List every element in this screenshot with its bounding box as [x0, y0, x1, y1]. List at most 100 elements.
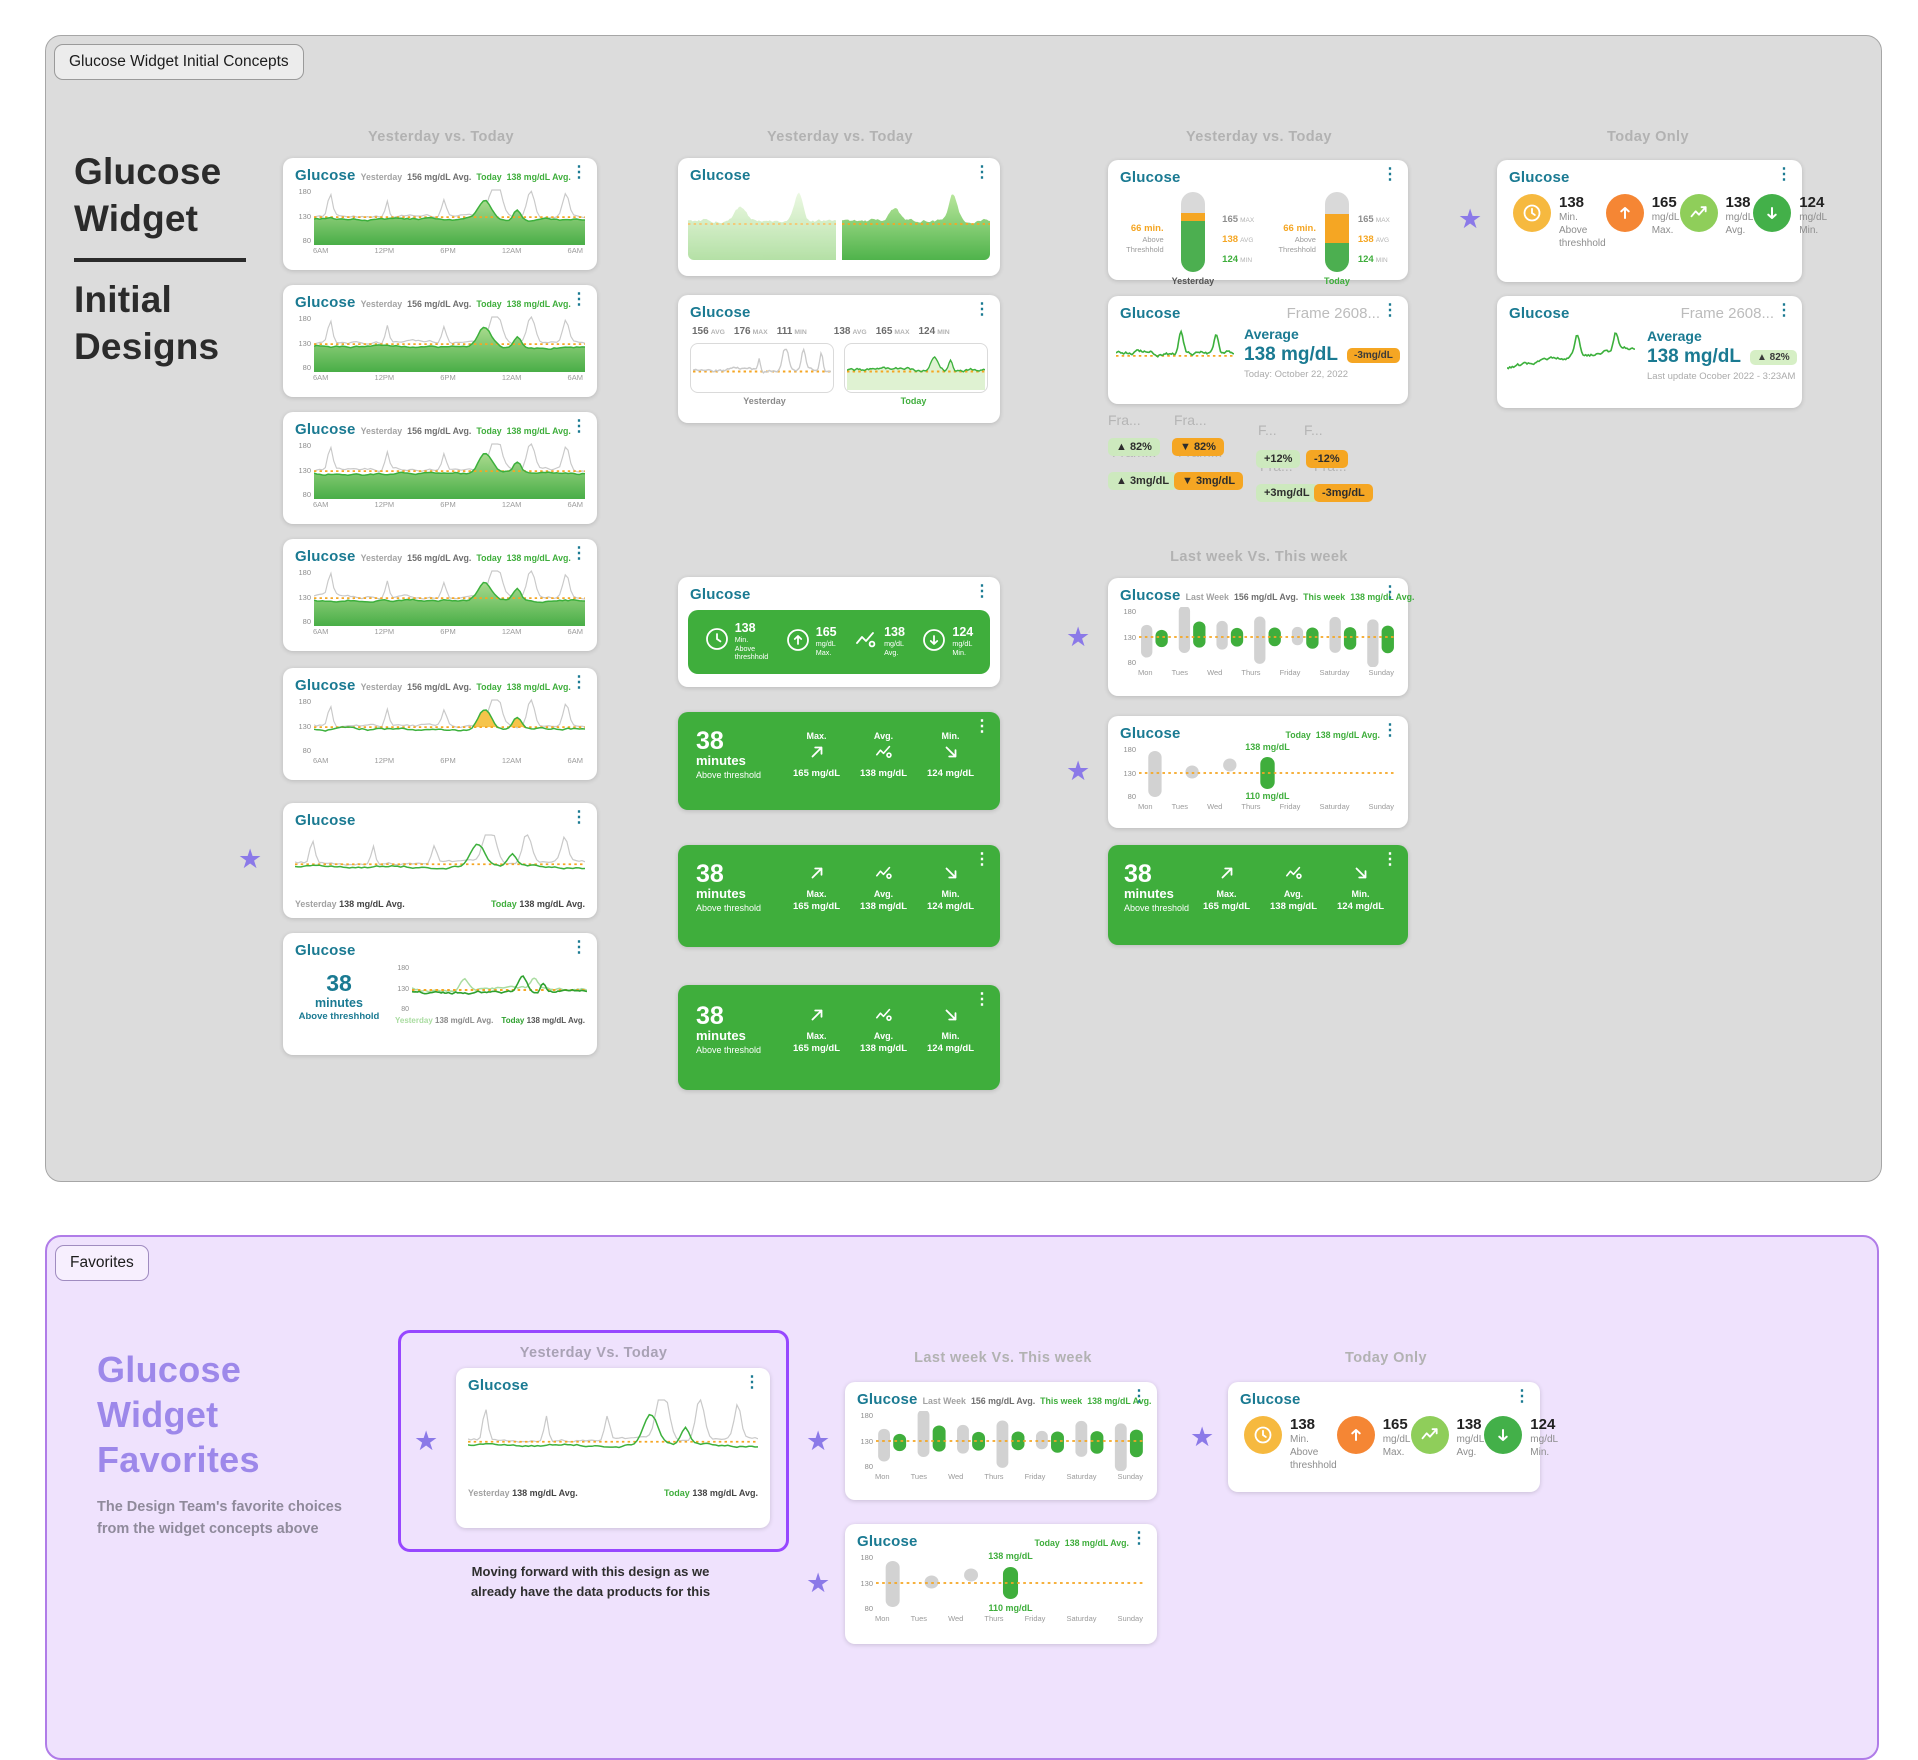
high-annotation: 138 mg/dL — [988, 1551, 1033, 1561]
glucose-trend-chart — [1116, 329, 1234, 358]
yesterday-range-bar — [1180, 192, 1205, 272]
arrow-up-right-icon — [808, 743, 826, 766]
favorite-star-icon[interactable]: ★ — [806, 1568, 831, 1598]
widget-minutes-green-card[interactable]: ⋮ 38 minutes Above threshold Max. 165 mg/… — [678, 845, 1000, 947]
kebab-menu-icon[interactable]: ⋮ — [974, 851, 990, 868]
favorite-star-icon[interactable]: ★ — [414, 1426, 439, 1456]
widget-green-bar-card[interactable]: Glucose ⋮ 138 Min. Above threshhold 165 mg/d… — [678, 577, 1000, 687]
delta-chip-up[interactable]: +3mg/dL — [1256, 484, 1318, 502]
kebab-menu-icon[interactable]: ⋮ — [571, 291, 587, 308]
kebab-menu-icon[interactable]: ⋮ — [571, 939, 587, 956]
column-header: Yesterday Vs. Today — [519, 1345, 668, 1361]
widget-day-compare-card[interactable]: Glucose Yesterday 156 mg/dL Avg. Today 138… — [283, 412, 597, 524]
trend-icon — [875, 1006, 893, 1029]
favorite-star-icon[interactable]: ★ — [1190, 1422, 1215, 1452]
arrow-down-right-icon — [942, 743, 960, 766]
trend-icon — [875, 743, 893, 766]
favorites-subtitle: The Design Team's favorite choices from … — [97, 1499, 342, 1537]
kebab-menu-icon[interactable]: ⋮ — [974, 718, 990, 735]
widget-day-compare-card[interactable]: Glucose Yesterday 156 mg/dL Avg. Today 1… — [283, 158, 597, 270]
clock-icon — [1244, 1416, 1282, 1454]
winner-note: Moving forward with this design as we al… — [470, 1564, 711, 1599]
widget-today-week-card[interactable]: Glucose Today 138 mg/dL Avg. ⋮ 180 130 80 1… — [1108, 716, 1408, 828]
kebab-menu-icon[interactable]: ⋮ — [1131, 1388, 1147, 1405]
section-heading: Glucose Widget Initial Designs — [74, 148, 304, 370]
delta-chip-down[interactable]: ▼ 82% — [1172, 438, 1224, 456]
column-header: Yesterday vs. Today — [368, 129, 514, 145]
kebab-menu-icon[interactable]: ⋮ — [1382, 302, 1398, 319]
delta-chip-up[interactable]: ▲ 82% — [1108, 438, 1160, 456]
widget-minutes-green-card[interactable]: ⋮ 38 minutes Above threshold Max. 165 mg/… — [1108, 845, 1408, 945]
favorite-week-compare-card[interactable]: Glucose Last Week 156 mg/dL Avg. This wee… — [845, 1382, 1157, 1500]
widget-line-compare-card[interactable]: Glucose ⋮ Yesterday 138 mg/dL Avg. Today… — [283, 803, 597, 918]
kebab-menu-icon[interactable]: ⋮ — [1382, 584, 1398, 601]
favorite-star-icon[interactable]: ★ — [806, 1426, 831, 1456]
kebab-menu-icon[interactable]: ⋮ — [1514, 1388, 1530, 1405]
widget-minutes-green-card[interactable]: ⋮ 38 minutes Above threshold Max. 165 mg/… — [678, 712, 1000, 810]
clock-icon — [1513, 194, 1551, 232]
trend-icon — [1285, 864, 1303, 887]
widget-gradient-compare-card[interactable]: Glucose ⋮ — [678, 158, 1000, 276]
today-range-bar — [1324, 192, 1349, 272]
widget-range-bars-card[interactable]: Glucose ⋮ 66 min. Above Threshhold Yesterd… — [1108, 160, 1408, 286]
glucose-day-chart — [314, 315, 585, 372]
winner-selection-box[interactable]: Yesterday Vs. Today — [398, 1330, 789, 1552]
widget-day-compare-card[interactable]: Glucose Yesterday 156 mg/dL Avg. Today 138… — [283, 539, 597, 651]
arrow-down-right-icon — [1352, 864, 1370, 887]
glucose-day-chart — [314, 189, 585, 245]
kebab-menu-icon[interactable]: ⋮ — [1382, 166, 1398, 183]
delta-chips-cluster: Fra... Fra... Fram... Fram... ▲ 82% ▼ 82… — [1108, 412, 1408, 512]
kebab-menu-icon[interactable]: ⋮ — [974, 301, 990, 318]
widget-minutes-chart-card[interactable]: Glucose ⋮ 38 minutes Above threshhold 18… — [283, 933, 597, 1055]
kebab-menu-icon[interactable]: ⋮ — [744, 1374, 760, 1391]
widget-stat-circles-card[interactable]: Glucose ⋮ 138 Min. Above threshhold 165 mg/d… — [1497, 160, 1827, 282]
favorites-tab[interactable]: Favorites — [55, 1245, 149, 1281]
arrow-down-right-icon — [942, 1006, 960, 1029]
column-header: Today Only — [1345, 1350, 1427, 1366]
kebab-menu-icon[interactable]: ⋮ — [1776, 166, 1792, 183]
delta-chip-down[interactable]: -12% — [1306, 450, 1348, 468]
delta-chip-down[interactable]: -3mg/dL — [1314, 484, 1373, 502]
arrow-up-right-icon — [1218, 864, 1236, 887]
widget-week-compare-card[interactable]: Glucose Last Week 156 mg/dL Avg. This wee… — [1108, 578, 1414, 696]
favorite-line-compare-card[interactable]: Glucose ⋮ Yesterday 138 mg/dL Avg. Today… — [456, 1368, 770, 1528]
favorite-star-icon[interactable]: ★ — [238, 844, 263, 874]
kebab-menu-icon[interactable]: ⋮ — [974, 583, 990, 600]
delta-chip-down[interactable]: ▼ 3mg/dL — [1174, 472, 1244, 490]
week-pills-chart — [1139, 607, 1396, 667]
kebab-menu-icon[interactable]: ⋮ — [1776, 302, 1792, 319]
initial-concepts-tab[interactable]: Glucose Widget Initial Concepts — [54, 44, 304, 80]
delta-chip-up[interactable]: +12% — [1256, 450, 1301, 468]
frame-name-label: F... — [1258, 422, 1277, 438]
widget-day-compare-card-orange[interactable]: Glucose Yesterday 156 mg/dL Avg. Today 138… — [283, 668, 597, 780]
widget-minutes-green-card[interactable]: ⋮ 38 minutes Above threshold Max. 165 mg/… — [678, 985, 1000, 1090]
kebab-menu-icon[interactable]: ⋮ — [571, 545, 587, 562]
kebab-menu-icon[interactable]: ⋮ — [1131, 1530, 1147, 1547]
trend-icon — [854, 628, 878, 657]
favorite-today-week-card[interactable]: Glucose Today 138 mg/dL Avg. ⋮ 180 130 80 1… — [845, 1524, 1157, 1644]
kebab-menu-icon[interactable]: ⋮ — [571, 674, 587, 691]
kebab-menu-icon[interactable]: ⋮ — [571, 164, 587, 181]
heading-line: Designs — [74, 326, 220, 367]
favorite-star-icon[interactable]: ★ — [1458, 204, 1483, 234]
kebab-menu-icon[interactable]: ⋮ — [1382, 722, 1398, 739]
favorite-star-icon[interactable]: ★ — [1066, 622, 1091, 652]
widget-day-compare-card[interactable]: Glucose Yesterday 156 mg/dL Avg. Today 138… — [283, 285, 597, 397]
yesterday-gradient-chart — [688, 192, 836, 260]
widget-average-trend-card[interactable]: Glucose Frame 2608... ⋮ Average 138 mg/d… — [1497, 296, 1802, 408]
kebab-menu-icon[interactable]: ⋮ — [974, 164, 990, 181]
kebab-menu-icon[interactable]: ⋮ — [974, 991, 990, 1008]
arrow-down-icon — [1753, 194, 1792, 232]
glucose-day-chart — [314, 443, 585, 499]
widget-dual-mini-card[interactable]: Glucose ⋮ 156 AVG 176 MAX 111 MIN 138 AVG 16… — [678, 295, 1000, 423]
frame-name-label: Frame 2608... — [1286, 305, 1380, 322]
widget-average-card[interactable]: Glucose Frame 2608... ⋮ Average 138 mg/d… — [1108, 296, 1408, 404]
today-pills-chart — [1139, 751, 1396, 797]
arrow-up-icon — [1336, 1416, 1375, 1454]
favorite-stat-circles-card[interactable]: Glucose ⋮ 138 Min. Above threshhold 165 mg/d… — [1228, 1382, 1558, 1492]
favorite-star-icon[interactable]: ★ — [1066, 756, 1091, 786]
kebab-menu-icon[interactable]: ⋮ — [571, 418, 587, 435]
kebab-menu-icon[interactable]: ⋮ — [1382, 851, 1398, 868]
delta-chip-up[interactable]: ▲ 3mg/dL — [1108, 472, 1178, 490]
kebab-menu-icon[interactable]: ⋮ — [571, 809, 587, 826]
